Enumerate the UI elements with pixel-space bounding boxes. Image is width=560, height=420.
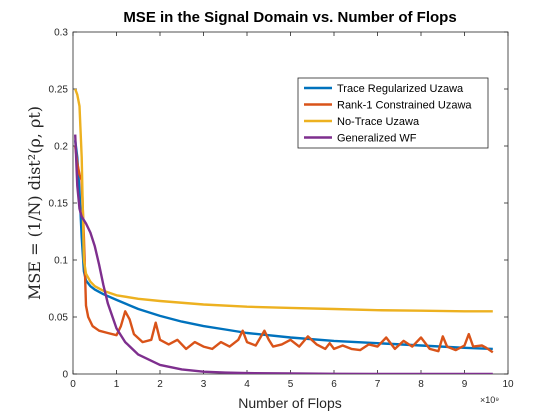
y-axis-label: MSE = (1/N) dist²(ρ, ρt) [25,106,44,300]
series-line-3 [74,134,493,374]
y-tick-label: 0.05 [49,313,69,324]
legend-items: Trace Regularized Uzawa Rank-1 Constraine… [304,83,472,145]
y-axis: 0 0.05 0.1 0.15 0.2 0.25 0.3 [49,28,508,381]
x-tick-label: 0 [70,379,76,390]
x-tick-label: 2 [157,379,163,390]
y-tick-label: 0 [62,370,68,381]
series-lines [74,88,494,374]
x-tick-label: 3 [201,379,207,390]
x-tick-label: 9 [462,379,468,390]
legend-label-3: Generalized WF [337,133,417,145]
x-tick-label: 1 [114,379,120,390]
legend: Trace Regularized Uzawa Rank-1 Constraine… [297,77,489,149]
y-tick-label: 0.3 [54,28,68,39]
x-tick-label: 10 [502,379,514,390]
legend-label-0: Trace Regularized Uzawa [337,83,464,95]
x-axis: 0 1 2 3 4 5 6 7 8 9 10 [70,32,514,390]
x-tick-label: 7 [375,379,381,390]
chart-title: MSE in the Signal Domain vs. Number of F… [123,9,456,26]
series-line-2 [74,88,493,313]
legend-label-1: Rank-1 Constrained Uzawa [337,100,472,112]
x-tick-label: 5 [288,379,294,390]
x-axis-label: Number of Flops [238,395,341,411]
y-tick-label: 0.1 [54,256,68,267]
y-tick-label: 0.15 [49,199,69,210]
legend-label-2: No-Trace Uzawa [337,116,420,128]
x-axis-exponent: ×10⁹ [480,395,499,405]
x-tick-label: 6 [331,379,337,390]
y-tick-label: 0.25 [49,85,69,96]
y-tick-label: 0.2 [54,142,68,153]
x-tick-label: 4 [244,379,250,390]
x-tick-label: 8 [418,379,424,390]
